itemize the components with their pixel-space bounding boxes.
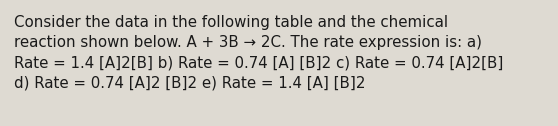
Text: Consider the data in the following table and the chemical
reaction shown below. : Consider the data in the following table… bbox=[14, 15, 503, 90]
